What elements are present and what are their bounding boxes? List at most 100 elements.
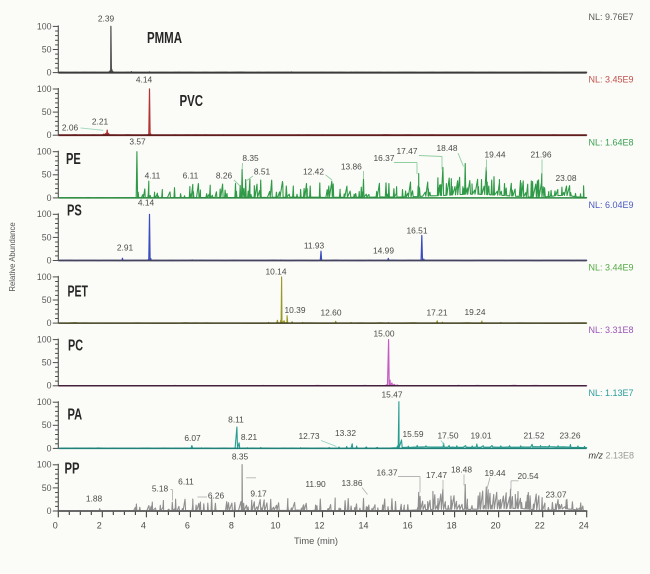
svg-text:8.21: 8.21 — [241, 432, 258, 442]
svg-text:0: 0 — [47, 130, 52, 140]
svg-text:NL: 9.76E7: NL: 9.76E7 — [589, 12, 634, 22]
svg-text:19.44: 19.44 — [485, 150, 506, 160]
svg-text:PMMA: PMMA — [147, 30, 182, 47]
svg-text:NL: 3.45E9: NL: 3.45E9 — [589, 75, 634, 85]
svg-text:50: 50 — [42, 483, 52, 493]
svg-text:12.73: 12.73 — [299, 431, 320, 441]
svg-text:5.18: 5.18 — [152, 484, 169, 494]
svg-text:6: 6 — [185, 521, 190, 531]
svg-text:15.47: 15.47 — [382, 390, 403, 400]
svg-text:6.26: 6.26 — [208, 491, 225, 501]
svg-text:11.93: 11.93 — [304, 241, 325, 251]
svg-text:20.54: 20.54 — [518, 471, 539, 481]
svg-text:4.14: 4.14 — [138, 198, 155, 208]
svg-text:8.26: 8.26 — [216, 171, 233, 181]
svg-text:100: 100 — [37, 334, 52, 344]
svg-text:14: 14 — [358, 521, 368, 531]
svg-text:11.90: 11.90 — [305, 479, 326, 489]
svg-text:13.86: 13.86 — [341, 162, 362, 172]
svg-text:16.37: 16.37 — [377, 468, 398, 478]
svg-text:50: 50 — [42, 420, 52, 430]
svg-text:17.21: 17.21 — [427, 308, 448, 318]
svg-text:20: 20 — [491, 521, 501, 531]
svg-text:PP: PP — [65, 461, 80, 478]
svg-text:19.24: 19.24 — [465, 307, 486, 317]
svg-text:13.32: 13.32 — [335, 428, 356, 438]
svg-text:NL: 3.31E8: NL: 3.31E8 — [589, 325, 634, 335]
svg-text:19.44: 19.44 — [485, 468, 506, 478]
svg-text:24: 24 — [579, 521, 589, 531]
svg-text:23.07: 23.07 — [546, 490, 567, 500]
svg-text:50: 50 — [42, 170, 52, 180]
svg-text:10: 10 — [270, 521, 280, 531]
svg-text:17.50: 17.50 — [438, 431, 459, 441]
svg-text:1.88: 1.88 — [86, 494, 103, 504]
svg-text:NL: 6.04E9: NL: 6.04E9 — [589, 200, 634, 210]
svg-text:0: 0 — [47, 506, 52, 516]
svg-text:100: 100 — [37, 84, 52, 94]
svg-text:PVC: PVC — [180, 93, 204, 110]
svg-text:2: 2 — [97, 521, 102, 531]
svg-text:6.11: 6.11 — [178, 477, 194, 487]
svg-text:50: 50 — [42, 107, 52, 117]
svg-text:18.48: 18.48 — [451, 465, 472, 475]
svg-text:16.51: 16.51 — [407, 226, 428, 236]
svg-text:50: 50 — [42, 232, 52, 242]
svg-text:3.57: 3.57 — [129, 137, 146, 147]
svg-text:0: 0 — [53, 521, 58, 531]
svg-text:10.14: 10.14 — [266, 267, 287, 277]
svg-text:8.35: 8.35 — [242, 153, 259, 163]
svg-text:15.59: 15.59 — [403, 429, 424, 439]
svg-text:8.11: 8.11 — [228, 415, 244, 425]
svg-text:10.39: 10.39 — [285, 305, 306, 315]
svg-text:m/z 2.13E8: m/z 2.13E8 — [589, 450, 635, 460]
svg-text:50: 50 — [42, 295, 52, 305]
svg-text:6.07: 6.07 — [184, 433, 201, 443]
svg-text:21.96: 21.96 — [531, 150, 552, 160]
svg-text:Relative Abundance: Relative Abundance — [8, 222, 17, 291]
svg-text:16: 16 — [403, 521, 413, 531]
svg-text:4.11: 4.11 — [145, 171, 161, 181]
svg-text:100: 100 — [37, 209, 52, 219]
svg-text:16.37: 16.37 — [374, 153, 395, 163]
svg-text:2.21: 2.21 — [92, 117, 109, 127]
svg-text:9.17: 9.17 — [250, 489, 267, 499]
svg-text:0: 0 — [47, 443, 52, 453]
svg-text:17.47: 17.47 — [397, 146, 418, 156]
svg-text:0: 0 — [47, 193, 52, 203]
svg-text:PA: PA — [68, 407, 83, 424]
svg-text:0: 0 — [47, 318, 52, 328]
svg-text:13.86: 13.86 — [342, 478, 363, 488]
svg-text:12: 12 — [314, 521, 324, 531]
svg-text:PC: PC — [68, 338, 83, 355]
svg-text:NL: 3.44E9: NL: 3.44E9 — [589, 263, 634, 273]
svg-text:PE: PE — [66, 151, 81, 168]
svg-text:50: 50 — [42, 358, 52, 368]
svg-text:8.35: 8.35 — [232, 452, 249, 462]
svg-text:100: 100 — [37, 147, 52, 157]
svg-text:2.91: 2.91 — [117, 243, 134, 253]
svg-text:PET: PET — [68, 284, 89, 301]
svg-text:PS: PS — [67, 203, 82, 220]
svg-text:100: 100 — [37, 460, 52, 470]
svg-text:12.60: 12.60 — [321, 308, 342, 318]
svg-text:50: 50 — [42, 44, 52, 54]
svg-text:0: 0 — [47, 68, 52, 78]
svg-text:0: 0 — [47, 255, 52, 265]
svg-text:4: 4 — [141, 521, 146, 531]
svg-text:100: 100 — [37, 272, 52, 282]
svg-text:18.48: 18.48 — [437, 143, 458, 153]
svg-text:22: 22 — [535, 521, 545, 531]
svg-text:12.42: 12.42 — [303, 167, 324, 177]
svg-text:2.06: 2.06 — [62, 123, 79, 133]
svg-text:100: 100 — [37, 21, 52, 31]
svg-text:NL: 1.64E8: NL: 1.64E8 — [589, 137, 634, 147]
svg-text:6.11: 6.11 — [183, 171, 199, 181]
svg-text:23.26: 23.26 — [560, 431, 581, 441]
svg-text:100: 100 — [37, 397, 52, 407]
svg-text:4.14: 4.14 — [136, 75, 153, 85]
svg-text:15.00: 15.00 — [374, 329, 395, 339]
svg-text:8: 8 — [229, 521, 234, 531]
svg-text:Time (min): Time (min) — [294, 536, 338, 546]
svg-text:0: 0 — [47, 381, 52, 391]
